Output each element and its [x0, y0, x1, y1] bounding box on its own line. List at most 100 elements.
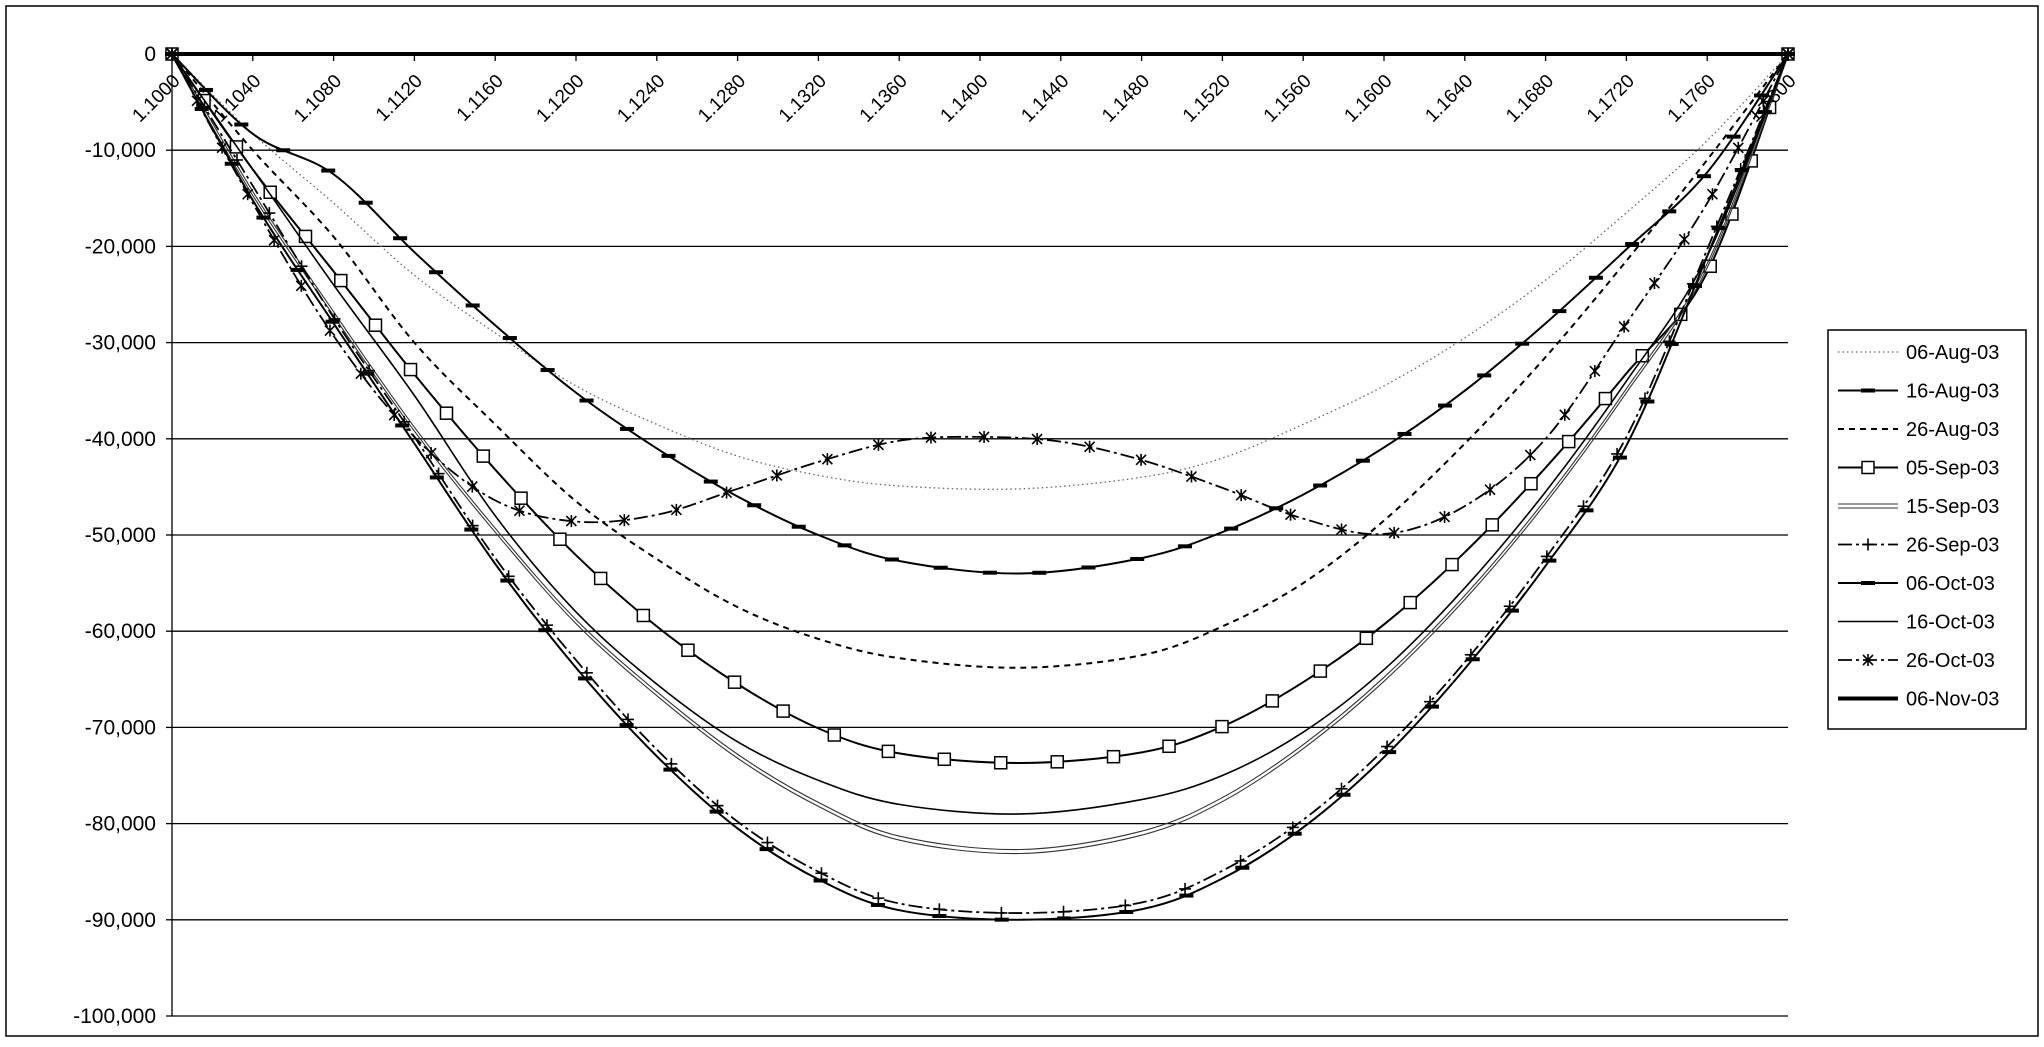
series-26-Oct-03 — [166, 48, 1794, 539]
data-point — [216, 141, 228, 154]
data-point — [1648, 277, 1660, 290]
series-line — [171, 53, 1789, 764]
data-point — [978, 430, 990, 443]
legend-label: 26-Aug-03 — [1906, 419, 1999, 441]
data-point — [1215, 719, 1229, 734]
series-line — [171, 53, 1789, 815]
data-point — [166, 48, 178, 60]
x-tick-label: 1.1080 — [290, 71, 346, 127]
data-point — [761, 836, 774, 849]
data-point — [1135, 453, 1147, 466]
data-point — [593, 571, 608, 586]
data-point — [1635, 349, 1650, 363]
data-point — [937, 752, 952, 767]
data-point — [821, 453, 833, 466]
y-tick-label: -20,000 — [85, 235, 156, 258]
legend-label: 15-Sep-03 — [1906, 496, 1999, 518]
data-point — [1678, 233, 1690, 246]
data-point — [872, 892, 885, 905]
data-point — [388, 409, 400, 422]
data-point — [1313, 664, 1328, 678]
data-point — [1484, 483, 1496, 496]
data-point — [439, 406, 454, 420]
x-tick-label: 1.1000 — [129, 71, 185, 127]
series-line — [171, 53, 1789, 669]
x-tick-label: 1.1200 — [533, 71, 589, 127]
data-point — [565, 515, 577, 528]
data-point — [727, 675, 742, 689]
x-tick-label: 1.1320 — [775, 71, 831, 127]
data-point — [1439, 510, 1451, 523]
x-tick-label: 1.1240 — [613, 71, 669, 127]
y-tick-label: -40,000 — [85, 428, 156, 451]
x-tick-label: 1.1480 — [1098, 71, 1154, 127]
x-tick-label: 1.1760 — [1664, 71, 1720, 127]
data-point — [881, 744, 896, 759]
data-point — [1185, 470, 1198, 483]
x-tick-label: 1.1280 — [694, 71, 750, 127]
legend-label: 26-Sep-03 — [1906, 535, 1999, 557]
legend-item: 26-Sep-03 — [1838, 535, 1999, 557]
series-line — [171, 53, 1789, 536]
data-point — [1732, 141, 1744, 154]
data-point — [1359, 631, 1374, 646]
data-point — [1524, 449, 1536, 462]
legend-label: 06-Nov-03 — [1906, 689, 1999, 711]
data-point — [1485, 518, 1499, 532]
data-point — [1706, 188, 1719, 201]
x-tick-label: 1.1600 — [1341, 71, 1397, 127]
legend-item: 06-Oct-03 — [1838, 573, 1995, 595]
series-26-Sep-03 — [166, 48, 1794, 919]
y-tick-label: -80,000 — [85, 813, 156, 836]
data-point — [1234, 854, 1247, 867]
legend-label: 05-Sep-03 — [1906, 458, 1999, 480]
x-tick-label: 1.1720 — [1583, 71, 1639, 127]
legend-item: 06-Nov-03 — [1838, 689, 1999, 711]
legend-box — [1827, 329, 2027, 730]
x-tick-label: 1.1520 — [1179, 71, 1235, 127]
data-point — [771, 469, 783, 482]
x-tick-label: 1.1640 — [1421, 71, 1477, 127]
data-point — [1589, 365, 1601, 378]
series-layer — [165, 47, 1795, 922]
legend-item: 26-Oct-03 — [1838, 650, 1995, 672]
x-tick-label: 1.1680 — [1502, 71, 1558, 127]
data-point — [553, 532, 567, 546]
x-tick-label: 1.1560 — [1260, 71, 1316, 127]
data-point — [1235, 489, 1247, 502]
legend-item: 15-Sep-03 — [1838, 496, 1999, 518]
data-point — [993, 756, 1008, 770]
data-point — [513, 504, 525, 517]
y-tick-label: -70,000 — [85, 716, 156, 739]
data-point — [815, 867, 828, 880]
data-point — [1084, 440, 1096, 453]
data-point — [670, 503, 682, 516]
data-point — [1179, 882, 1192, 895]
data-point — [334, 273, 348, 288]
data-point — [476, 449, 491, 463]
data-point — [925, 431, 937, 444]
data-point — [1598, 391, 1613, 406]
data-point — [368, 318, 383, 332]
data-point — [1106, 749, 1121, 764]
data-point — [268, 234, 280, 247]
data-point — [1031, 433, 1043, 446]
data-point — [1162, 739, 1176, 754]
legend-item: 06-Aug-03 — [1838, 342, 1999, 364]
data-point — [1284, 508, 1297, 521]
data-point — [1050, 755, 1064, 769]
series-line — [171, 53, 1789, 921]
data-point — [827, 728, 842, 742]
legend: 06-Aug-03 16-Aug-03 26-Aug-03 05-Sep-03 15-S… — [1827, 329, 2027, 730]
legend-item: 16-Aug-03 — [1838, 381, 1999, 403]
y-tick-label: 0 — [144, 43, 156, 66]
data-point — [1119, 899, 1132, 912]
data-point — [1403, 595, 1417, 610]
series-16-Oct-03 — [171, 53, 1789, 815]
data-point — [636, 608, 651, 623]
data-point — [1057, 905, 1070, 918]
y-tick-label: -30,000 — [85, 332, 156, 355]
legend-label: 26-Oct-03 — [1906, 650, 1995, 672]
